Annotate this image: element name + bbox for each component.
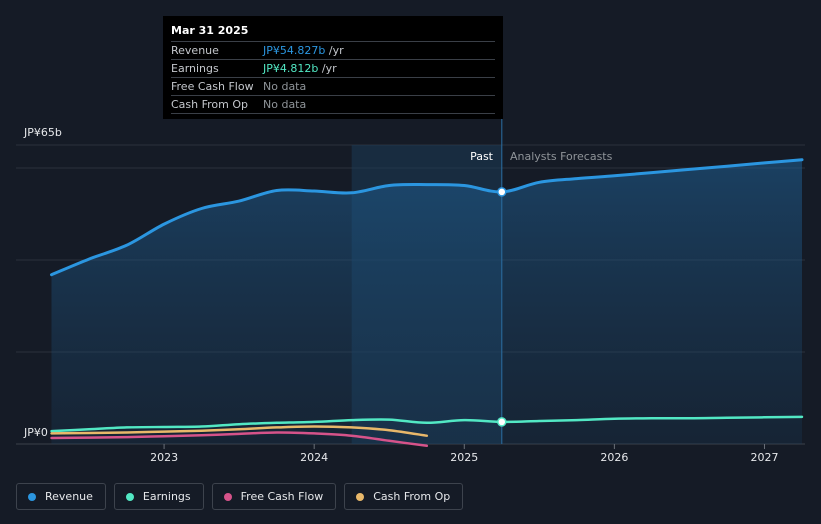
tooltip-value: No data bbox=[263, 98, 307, 111]
tooltip-value-wrap: JP¥54.827b /yr bbox=[263, 42, 344, 59]
tooltip-row-free-cash-flow: Free Cash Flow No data bbox=[171, 77, 495, 95]
revenue-area bbox=[51, 159, 802, 444]
x-tick-label: 2024 bbox=[300, 451, 328, 464]
x-tick-label: 2027 bbox=[750, 451, 778, 464]
legend-item-revenue[interactable]: Revenue bbox=[16, 483, 106, 510]
tooltip-label: Free Cash Flow bbox=[171, 80, 254, 93]
revenue-dot-icon bbox=[28, 492, 36, 501]
tooltip-value: JP¥4.812b bbox=[263, 62, 319, 75]
legend-item-free-cash-flow[interactable]: Free Cash Flow bbox=[211, 483, 337, 510]
tooltip-unit: /yr bbox=[321, 62, 337, 75]
legend-label: Revenue bbox=[45, 490, 93, 503]
legend: Revenue Earnings Free Cash Flow Cash Fro… bbox=[16, 483, 471, 510]
tooltip-label: Earnings bbox=[171, 62, 219, 75]
tooltip-value: JP¥54.827b bbox=[263, 44, 326, 57]
earnings-marker bbox=[497, 417, 507, 427]
tooltip-unit: /yr bbox=[328, 44, 344, 57]
x-tick-label: 2025 bbox=[450, 451, 478, 464]
legend-item-cash-from-op[interactable]: Cash From Op bbox=[344, 483, 464, 510]
legend-label: Free Cash Flow bbox=[240, 490, 324, 503]
y-axis-top-label: JP¥65b bbox=[23, 126, 62, 139]
forecast-label: Analysts Forecasts bbox=[510, 150, 613, 163]
past-label: Past bbox=[470, 150, 494, 163]
legend-item-earnings[interactable]: Earnings bbox=[113, 483, 204, 510]
tooltip-date: Mar 31 2025 bbox=[171, 24, 249, 37]
earnings-line bbox=[50, 415, 804, 433]
x-tick-label: 2023 bbox=[150, 451, 178, 464]
y-axis-zero-label: JP¥0 bbox=[23, 426, 48, 439]
x-tick-label: 2026 bbox=[600, 451, 628, 464]
legend-label: Earnings bbox=[142, 490, 191, 503]
cash-from-op-dot-icon bbox=[356, 492, 365, 501]
tooltip-value: No data bbox=[263, 80, 307, 93]
earnings-dot-icon bbox=[125, 492, 134, 501]
tooltip-row-earnings: Earnings JP¥4.812b /yr bbox=[171, 59, 495, 77]
cash-from-op-line bbox=[50, 425, 429, 437]
tooltip: Mar 31 2025 Revenue JP¥54.827b /yr Earni… bbox=[163, 16, 503, 119]
tooltip-label: Revenue bbox=[171, 44, 219, 57]
tooltip-row-cash-from-op: Cash From Op No data bbox=[171, 95, 495, 114]
tooltip-value-wrap: JP¥4.812b /yr bbox=[263, 60, 337, 77]
revenue-line bbox=[50, 158, 804, 277]
legend-label: Cash From Op bbox=[373, 490, 451, 503]
revenue-marker bbox=[497, 187, 507, 197]
tooltip-label: Cash From Op bbox=[171, 98, 249, 111]
free-cash-flow-line bbox=[50, 431, 429, 448]
tooltip-row-revenue: Revenue JP¥54.827b /yr bbox=[171, 41, 495, 59]
free-cash-flow-dot-icon bbox=[223, 492, 232, 501]
